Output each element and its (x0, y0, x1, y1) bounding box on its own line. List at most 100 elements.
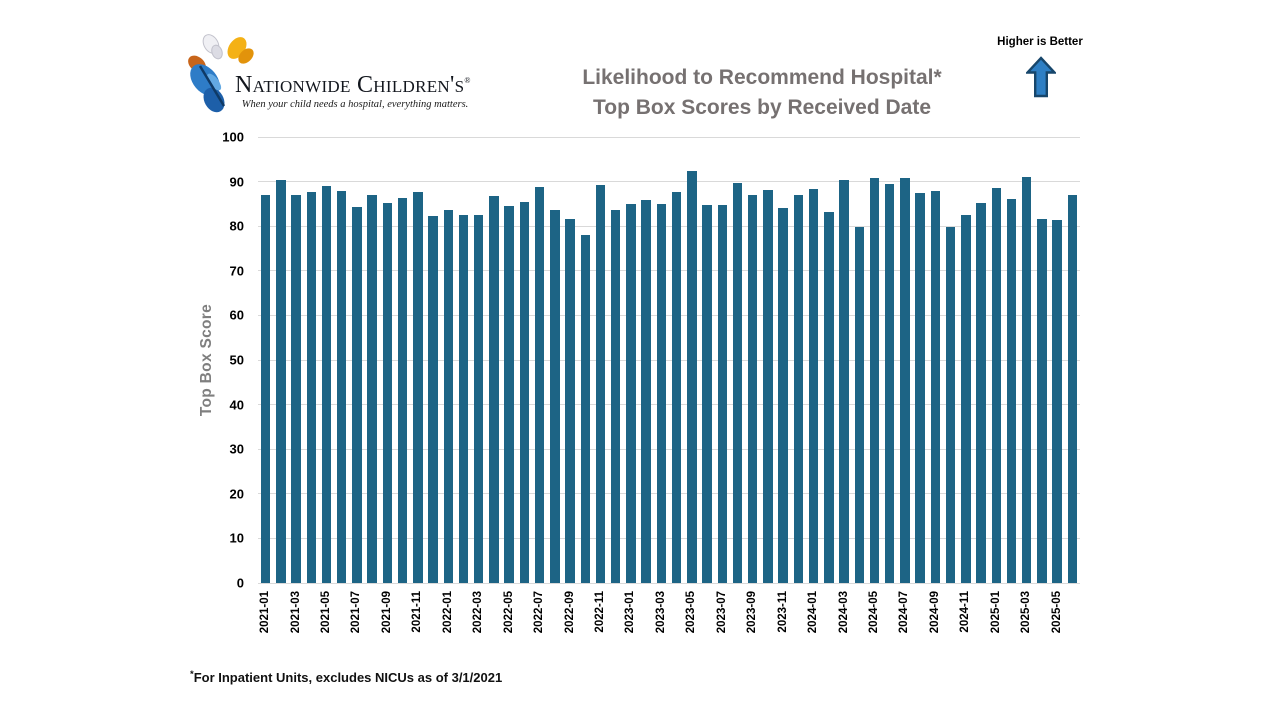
bar (519, 201, 530, 583)
bar (1006, 199, 1017, 583)
x-tick-label: 2023-03 (654, 591, 667, 634)
bar (1037, 219, 1047, 583)
x-tick-label: 2023-01 (624, 591, 637, 634)
x-tick-label: 2022-03 (472, 591, 485, 634)
bar (1067, 195, 1078, 583)
y-tick-label: 60 (229, 307, 244, 323)
x-tick-label: 2022-05 (502, 591, 515, 634)
gridline (258, 404, 1080, 406)
x-tick-label: 2024-09 (928, 591, 941, 634)
bar (1052, 219, 1062, 583)
bar (382, 202, 393, 583)
x-tick-label: 2021-03 (289, 591, 302, 634)
bar (276, 180, 286, 583)
gridline (258, 537, 1080, 539)
x-tick-label: 2023-09 (746, 591, 759, 634)
bar (580, 234, 591, 583)
bar (321, 185, 332, 583)
bar (961, 215, 971, 583)
gridline (258, 314, 1080, 316)
y-tick-label: 90 (229, 174, 244, 190)
bar (473, 214, 484, 583)
bar (489, 195, 499, 583)
footnote: *For Inpatient Units, excludes NICUs as … (190, 669, 502, 685)
gridline (258, 359, 1080, 361)
x-tick-label: 2024-07 (898, 591, 911, 634)
bar (610, 210, 621, 583)
footnote-text: For Inpatient Units, excludes NICUs as o… (193, 670, 503, 685)
chart-title-line2: Top Box Scores by Received Date (592, 96, 932, 119)
bar (732, 183, 743, 583)
x-tick-label: 2022-01 (441, 591, 454, 634)
x-tick-label: 2023-07 (715, 591, 728, 634)
bar (976, 203, 986, 583)
x-tick-label: 2022-11 (594, 591, 606, 633)
y-tick-label: 70 (229, 263, 244, 279)
bar (458, 215, 469, 583)
butterflies-icon (188, 34, 254, 113)
bar (656, 203, 667, 583)
bar (565, 218, 575, 583)
gridline (258, 181, 1080, 183)
x-tick-label: 2025-05 (1050, 591, 1063, 634)
bar (595, 184, 606, 583)
bar (900, 178, 910, 583)
y-tick-label: 30 (229, 441, 244, 457)
bar (717, 205, 728, 583)
gridline (258, 448, 1080, 450)
bar (413, 191, 423, 583)
higher-is-better-label: Higher is Better (997, 36, 1083, 48)
bar (884, 183, 895, 583)
x-tick-label: 2021-01 (259, 591, 272, 634)
y-tick-label: 100 (222, 129, 244, 145)
nationwide-childrens-logo: Nationwide Children's® When your child n… (188, 34, 470, 113)
x-tick-label: 2021-07 (350, 591, 363, 634)
bar (839, 179, 849, 583)
bar (641, 199, 651, 583)
gridline (258, 136, 1080, 138)
gridline (258, 493, 1080, 495)
x-tick-label: 2024-01 (807, 591, 820, 634)
bar (397, 197, 408, 583)
bar (534, 186, 545, 583)
bar (443, 209, 454, 583)
x-tick-label: 2024-11 (959, 591, 972, 633)
footnote-asterisk: * (190, 669, 194, 680)
x-tick-label: 2021-11 (411, 591, 424, 633)
bar (747, 194, 758, 583)
bar (808, 189, 819, 583)
bar (793, 195, 804, 583)
x-tick-label: 2025-03 (1020, 591, 1033, 634)
x-tick-label: 2022-07 (533, 591, 546, 634)
bar (687, 171, 697, 583)
y-tick-label: 0 (236, 575, 244, 591)
x-tick-label: 2024-03 (837, 591, 850, 634)
bar (352, 207, 362, 583)
bar (869, 178, 880, 583)
bar (854, 226, 865, 583)
bar (930, 190, 941, 583)
y-tick-label: 20 (229, 486, 244, 502)
bar (367, 195, 377, 583)
y-tick-label: 50 (229, 352, 244, 368)
x-tick-label: 2023-11 (776, 591, 789, 633)
chart-title-line1: Likelihood to Recommend Hospital* (582, 66, 942, 89)
y-tick-label: 10 (229, 530, 244, 546)
bar (428, 215, 438, 583)
bar (671, 192, 682, 583)
bar (702, 205, 712, 583)
y-tick-label: 40 (229, 397, 244, 413)
x-tick-label: 2021-09 (380, 591, 393, 634)
bar (504, 206, 514, 583)
x-tick-label: 2023-05 (685, 591, 698, 634)
bar (1021, 177, 1032, 583)
bar (626, 203, 636, 583)
x-tick-label: 2025-01 (989, 591, 1002, 634)
bar (550, 209, 560, 583)
bar (306, 192, 317, 583)
gridline (258, 270, 1080, 272)
bar-chart-plot-area: 0 10 20 30 40 50 60 70 80 90 100 2021-01 2021-03 2021… (222, 130, 1080, 633)
x-tick-label: 2024-05 (868, 591, 880, 634)
x-tick-label: 2022-09 (563, 591, 576, 634)
